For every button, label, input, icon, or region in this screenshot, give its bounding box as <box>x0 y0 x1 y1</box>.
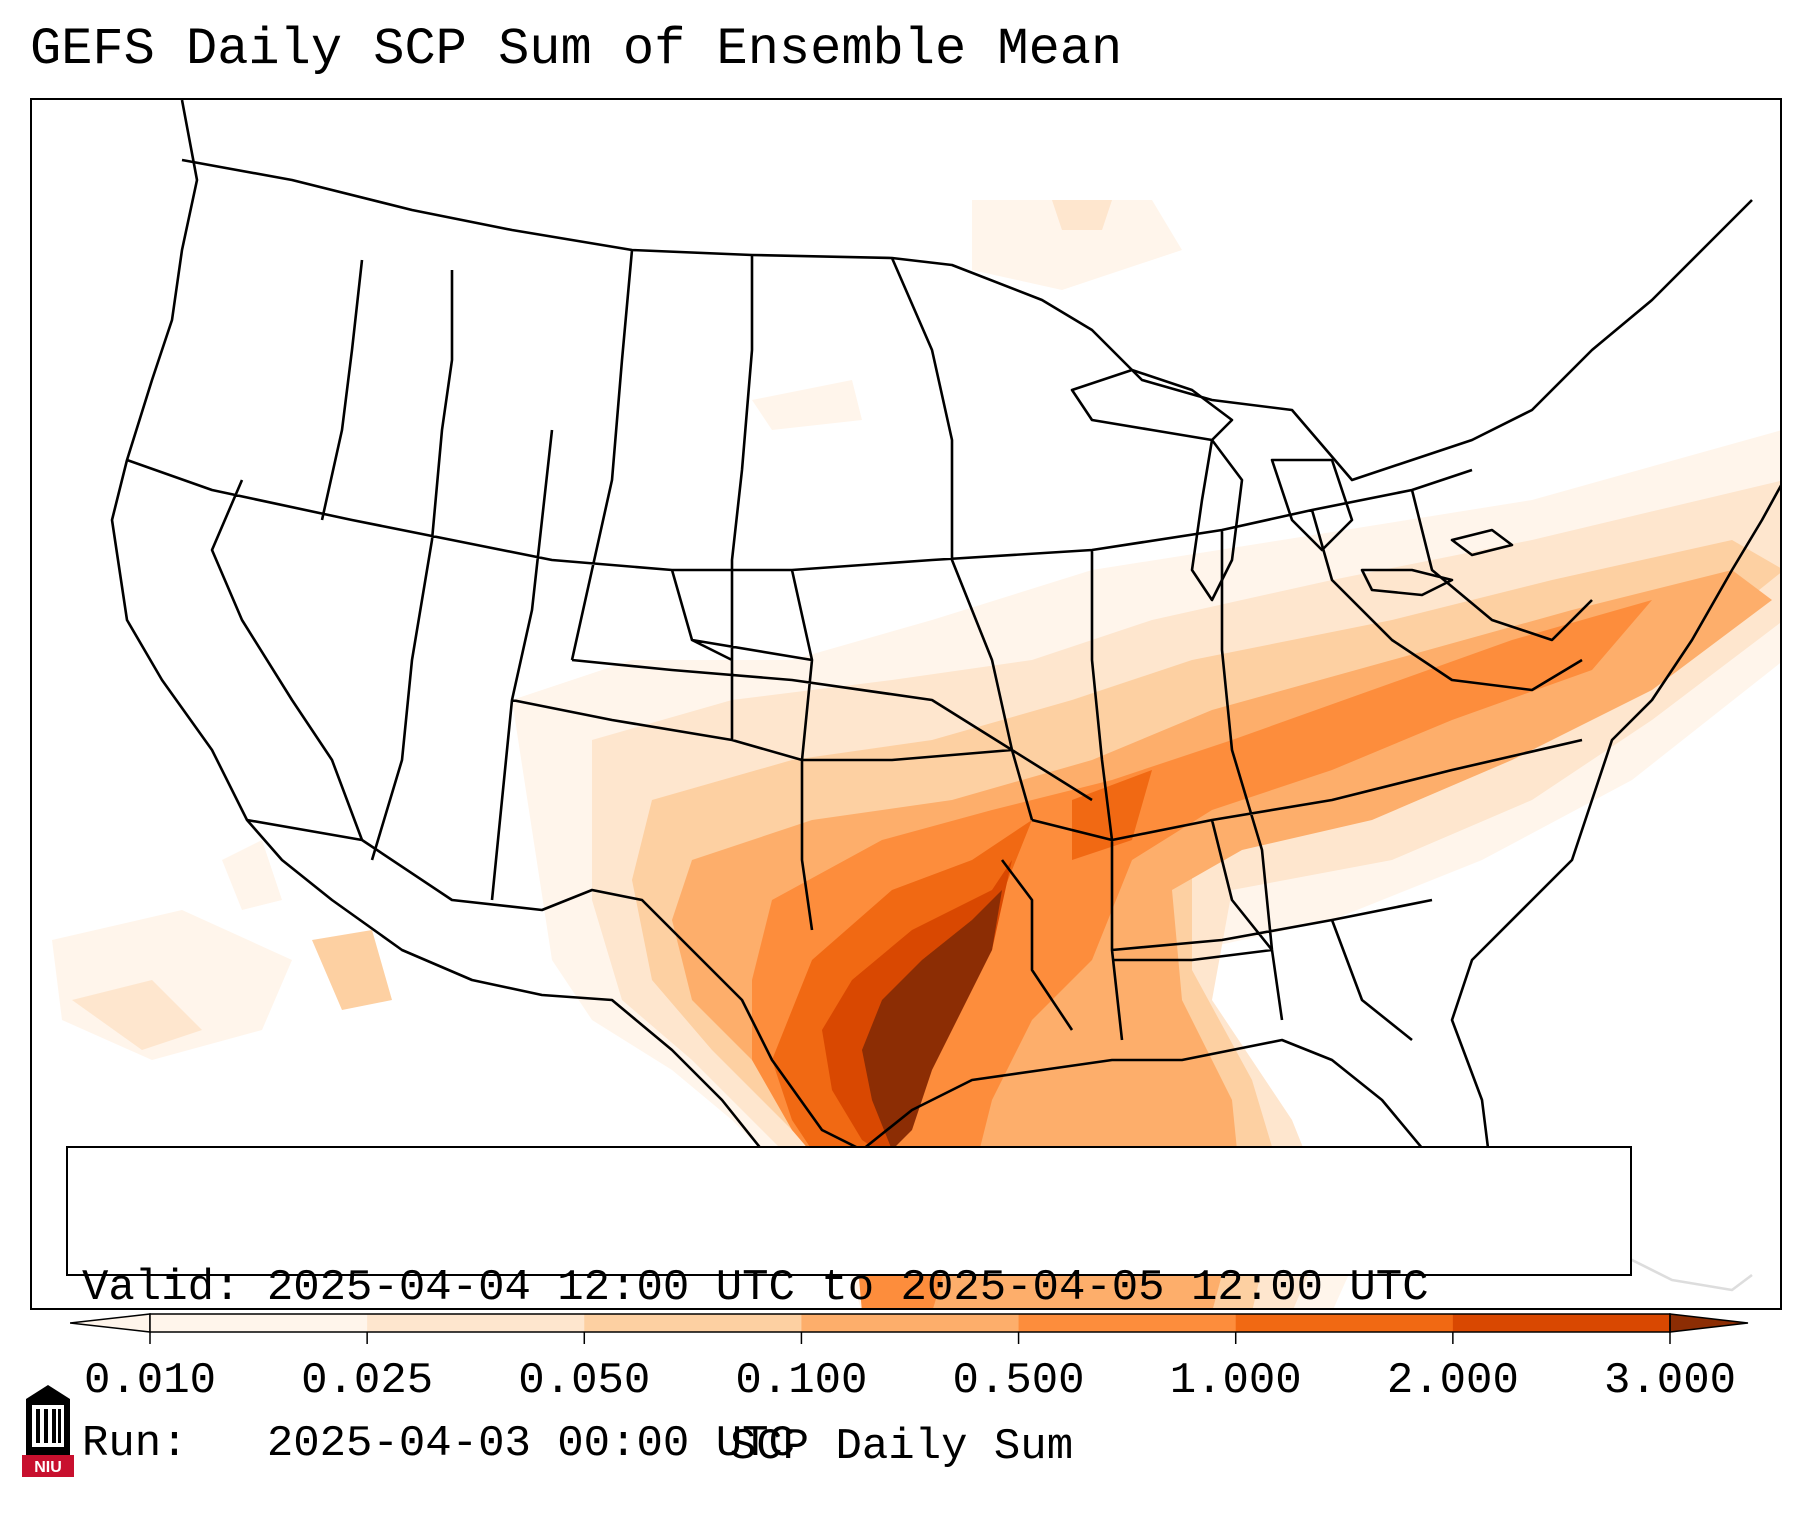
coastline <box>110 100 1780 1232</box>
colorbar-segment <box>367 1314 585 1332</box>
colorbar-label: SCP Daily Sum <box>729 1422 1074 1472</box>
colorbar-segment <box>1452 1314 1671 1332</box>
great-lakes <box>1070 368 1514 602</box>
colorbar-segment <box>1018 1314 1237 1332</box>
colorbar <box>70 1313 1749 1344</box>
state-lines <box>126 249 1593 1042</box>
colorbar-tick-label: 3.000 <box>1603 1356 1737 1406</box>
valid-time-text: Valid: 2025-04-04 12:00 UTC to 2025-04-0… <box>82 1263 1429 1313</box>
mexico-border <box>246 818 883 1162</box>
valid-run-box: Valid: 2025-04-04 12:00 UTC to 2025-04-0… <box>66 1146 1632 1469</box>
colorbar-outline <box>149 1313 1671 1333</box>
colorbar-tick-label: 0.050 <box>518 1356 651 1406</box>
chart-title: GEFS Daily SCP Sum of Ensemble Mean <box>30 20 1123 79</box>
colorbar-segment <box>150 1314 368 1332</box>
colorbar-extend-high <box>1669 1313 1749 1333</box>
scp-contour-3000 <box>862 890 1002 1150</box>
colorbar-tick-label: 0.500 <box>952 1356 1085 1406</box>
map-svg <box>52 100 1780 1308</box>
canada-border <box>181 158 1753 482</box>
colorbar-tick-label: 0.010 <box>83 1356 217 1406</box>
map-panel <box>30 98 1782 1310</box>
colorbar-segment <box>584 1314 802 1332</box>
colorbar-extend-low <box>70 1313 151 1333</box>
scp-contour-0500 <box>752 600 1652 1308</box>
colorbar-segment <box>1235 1314 1454 1332</box>
colorbar-tick-label: 2.000 <box>1386 1356 1519 1406</box>
logo-text: NIU <box>34 1459 62 1476</box>
colorbar-tick-label: 0.025 <box>301 1356 434 1406</box>
colorbar-tick-label: 0.100 <box>735 1356 868 1406</box>
colorbar-tick-label: 1.000 <box>1169 1356 1302 1406</box>
scp-field <box>52 200 1780 1308</box>
run-time-text: Run: 2025-04-03 00:00 UTC <box>82 1419 795 1469</box>
colorbar-segment <box>801 1314 1020 1332</box>
university-logo-icon: NIU <box>22 1385 74 1477</box>
